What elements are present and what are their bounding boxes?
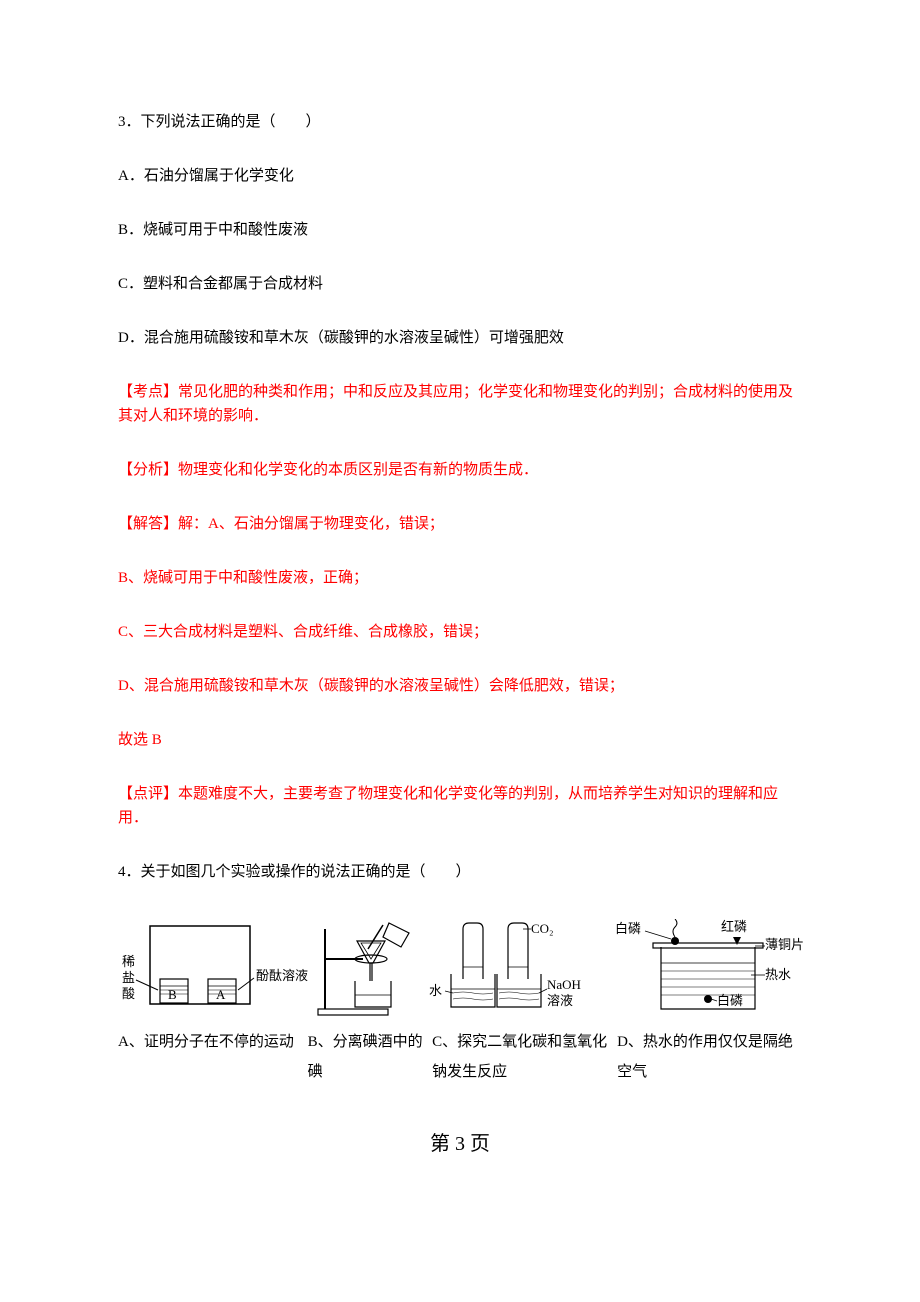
fig-a-yan: 盐: [122, 970, 135, 985]
fig-c-naoh2: 溶液: [547, 993, 573, 1008]
fig-d-bailin: 白磷: [615, 921, 641, 936]
q3-option-a: A．石油分馏属于化学变化: [118, 164, 802, 188]
q3-dianping: 【点评】本题难度不大，主要考查了物理变化和化学变化等的判别，从而培养学生对知识的…: [118, 782, 802, 830]
q3-kaodian: 【考点】常见化肥的种类和作用；中和反应及其应用；化学变化和物理变化的判别；合成材…: [118, 380, 802, 428]
q3-jieda-a: 【解答】解：A、石油分馏属于物理变化，错误；: [118, 512, 802, 536]
q3-option-d: D．混合施用硫酸铵和草木灰（碳酸钾的水溶液呈碱性）可增强肥效: [118, 326, 802, 350]
fig-b-svg: [313, 919, 423, 1019]
fig-c-water: 水: [429, 983, 442, 998]
q4-figure-b: [313, 914, 423, 1019]
q4-figure-c: CO₂ 水: [423, 914, 613, 1019]
fig-c-naoh1: NaOH: [547, 977, 581, 992]
fig-d-botong: 薄铜片: [765, 937, 804, 952]
q3-fenxi: 【分析】物理变化和化学变化的本质区别是否有新的物质生成．: [118, 458, 802, 482]
fig-a-label-b: B: [168, 987, 177, 1002]
fig-d-bailin2: 白磷: [717, 993, 743, 1008]
fig-a-right-label: 酚酞溶液: [256, 968, 308, 983]
fig-c-svg: CO₂ 水: [423, 919, 613, 1019]
q3-option-c: C．塑料和合金都属于合成材料: [118, 272, 802, 296]
fig-a-suan: 酸: [122, 986, 135, 1001]
fig-a-svg: B A 稀 盐 酸 酚酞溶液: [118, 924, 313, 1019]
q3-guxuan: 故选 B: [118, 728, 802, 752]
q3-option-b: B．烧碱可用于中和酸性废液: [118, 218, 802, 242]
q4-caption-b: B、分离碘酒中的碘: [308, 1027, 433, 1087]
q4-figure-d: 白磷 红磷 薄铜片 热水 白磷: [613, 914, 808, 1019]
fig-a-xi: 稀: [122, 954, 135, 969]
fig-d-reshui: 热水: [765, 967, 791, 982]
fig-d-honglin: 红磷: [721, 919, 747, 934]
q3-jieda-d: D、混合施用硫酸铵和草木灰（碳酸钾的水溶液呈碱性）会降低肥效，错误；: [118, 674, 802, 698]
q4-caption-a: A、证明分子在不停的运动: [118, 1027, 308, 1087]
q3-stem: 3．下列说法正确的是（ ）: [118, 110, 802, 134]
q4-caption-d: D、热水的作用仅仅是隔绝空气: [617, 1027, 802, 1087]
q4-figure-row: B A 稀 盐 酸 酚酞溶液: [118, 914, 802, 1019]
fig-a-label-a: A: [216, 987, 226, 1002]
q3-jieda-c: C、三大合成材料是塑料、合成纤维、合成橡胶，错误；: [118, 620, 802, 644]
q4-caption-row: A、证明分子在不停的运动 B、分离碘酒中的碘 C、探究二氧化碳和氢氧化钠发生反应…: [118, 1027, 802, 1087]
q4-figure-a: B A 稀 盐 酸 酚酞溶液: [118, 914, 313, 1019]
q3-jieda-b: B、烧碱可用于中和酸性废液，正确；: [118, 566, 802, 590]
page-number: 第 3 页: [118, 1127, 802, 1156]
q4-caption-c: C、探究二氧化碳和氢氧化钠发生反应: [432, 1027, 617, 1087]
fig-c-co2: CO₂: [531, 921, 554, 936]
q4-stem: 4．关于如图几个实验或操作的说法正确的是（ ）: [118, 860, 802, 884]
fig-d-svg: 白磷 红磷 薄铜片 热水 白磷: [613, 919, 808, 1019]
